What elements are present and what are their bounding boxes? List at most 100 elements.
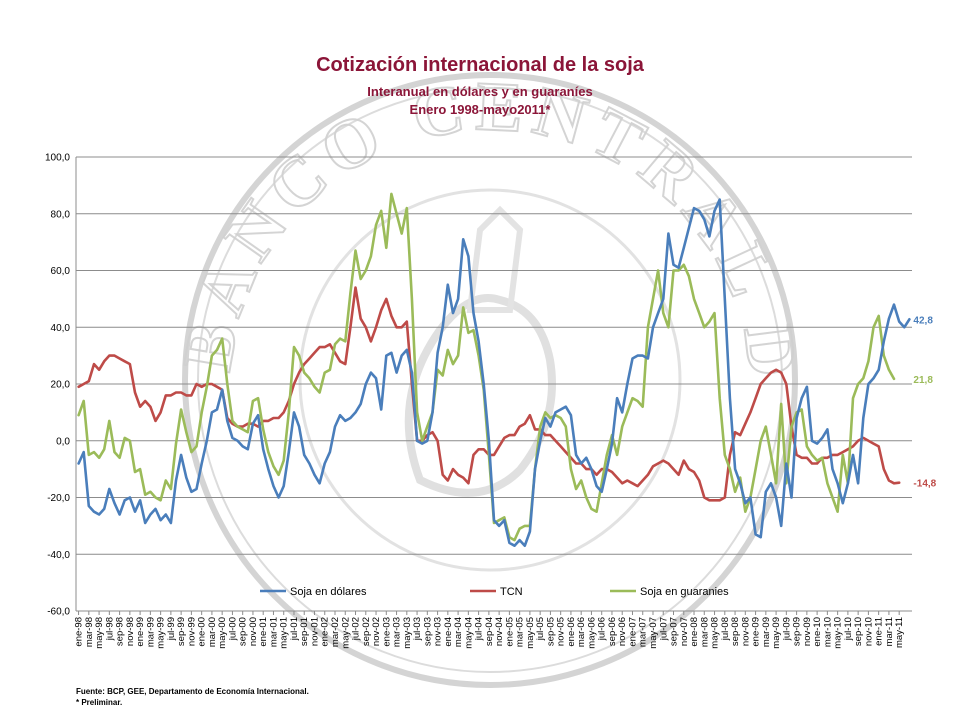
y-tick-label: 60,0 — [51, 266, 71, 277]
x-tick-label: ene-08 — [689, 617, 700, 647]
x-tick-label: ene-05 — [504, 617, 515, 647]
gridlines — [76, 156, 912, 612]
y-tick-label: -60,0 — [47, 607, 70, 618]
y-tick-label: 100,0 — [45, 153, 70, 164]
x-tick-label: ene-11 — [874, 617, 885, 646]
x-tick-label: may-10 — [833, 617, 844, 649]
x-tick-label: jul-04 — [474, 617, 485, 641]
x-tick-label: nov-98 — [125, 617, 136, 646]
x-tick-label: may-05 — [525, 617, 536, 649]
x-tick-label: jul-03 — [412, 617, 423, 641]
x-tick-label: sep-08 — [730, 617, 741, 646]
x-tick-label: jul-05 — [535, 617, 546, 641]
x-tick-label: may-11 — [894, 617, 905, 648]
legend-label-1: TCN — [500, 586, 523, 598]
x-tick-label: may-98 — [94, 617, 105, 649]
x-tick-label: nov-00 — [248, 617, 259, 646]
y-tick-label: -40,0 — [47, 550, 70, 561]
x-tick-label: may-08 — [710, 617, 721, 649]
x-tick-label: sep-04 — [484, 617, 495, 646]
end-labels: -14,8 21,8 42,8 — [913, 315, 936, 489]
x-tick-label: may-07 — [648, 617, 659, 649]
y-tick-label: 20,0 — [51, 380, 71, 391]
x-tick-label: ene-04 — [443, 617, 454, 647]
x-tick-label: sep-09 — [792, 617, 803, 646]
y-tick-label: 0,0 — [56, 436, 70, 447]
x-tick-label: jul-98 — [104, 617, 115, 641]
x-tick-label: ene-07 — [627, 617, 638, 647]
end-label-1: -14,8 — [913, 479, 936, 490]
x-tick-label: jul-10 — [843, 617, 854, 641]
x-tick-label: jul-06 — [597, 617, 608, 641]
x-tick-label: nov-01 — [309, 617, 320, 646]
x-tick-label: sep-03 — [422, 617, 433, 646]
x-tick-label: sep-00 — [238, 617, 249, 646]
x-tick-label: nov-05 — [556, 617, 567, 646]
x-tick-label: jul-01 — [289, 617, 300, 641]
source-note: Fuente: BCP, GEE, Departamento de Econom… — [76, 687, 309, 696]
x-tick-label: ene-02 — [320, 617, 331, 647]
x-tick-label: nov-09 — [802, 617, 813, 646]
x-tick-label: nov-06 — [617, 617, 628, 646]
x-tick-label: ene-99 — [135, 617, 146, 647]
x-tick-label: mar-07 — [638, 617, 649, 647]
x-tick-label: sep-02 — [361, 617, 372, 646]
x-tick-label: sep-06 — [607, 617, 618, 646]
x-tick-label: mar-06 — [576, 617, 587, 647]
x-tick-label: may-00 — [217, 617, 228, 649]
end-label-0: 42,8 — [913, 315, 933, 326]
x-tick-label: may-09 — [771, 617, 782, 649]
x-tick-label: mar-98 — [84, 617, 95, 647]
x-tick-label: jul-09 — [781, 617, 792, 641]
x-tick-label: jul-08 — [720, 617, 731, 641]
y-axis: 100,0 80,0 60,0 40,0 20,0 0,0 -20,0 -40,0 -60,0 — [45, 153, 77, 618]
x-tick-label: nov-02 — [371, 617, 382, 646]
legend-label-2: Soja en guaranies — [640, 586, 729, 598]
chart-period: Enero 1998-mayo2011* — [409, 102, 551, 117]
x-tick-label: mar-11 — [884, 617, 895, 646]
x-tick-label: mar-05 — [515, 617, 526, 647]
x-tick-label: nov-04 — [494, 617, 505, 646]
end-label-2: 21,8 — [913, 375, 933, 386]
x-tick-label: nov-99 — [186, 617, 197, 646]
preliminary-note: * Preliminar. — [76, 698, 123, 707]
x-axis: ene-98 mar-98 may-98 jul-98 sep-98 nov-98 ene-… — [74, 611, 905, 649]
y-tick-label: 40,0 — [51, 323, 71, 334]
x-tick-label: mar-99 — [145, 617, 156, 647]
x-tick-label: may-06 — [586, 617, 597, 649]
chart-subtitle: Interanual en dólares y en guaraníes — [367, 84, 593, 99]
x-tick-label: sep-99 — [176, 617, 187, 646]
series-lines — [77, 192, 911, 548]
x-tick-label: mar-09 — [761, 617, 772, 647]
x-tick-label: nov-10 — [863, 617, 874, 646]
y-tick-label: 80,0 — [51, 209, 71, 220]
series-line-0 — [77, 198, 911, 548]
x-tick-label: mar-10 — [822, 617, 833, 647]
x-tick-label: ene-06 — [566, 617, 577, 647]
x-tick-label: ene-09 — [751, 617, 762, 647]
x-tick-label: nov-07 — [679, 617, 690, 646]
x-tick-label: mar-03 — [392, 617, 403, 647]
y-tick-label: -20,0 — [47, 493, 70, 504]
x-tick-label: sep-07 — [669, 617, 680, 646]
x-tick-label: mar-00 — [207, 617, 218, 647]
x-tick-label: sep-05 — [545, 617, 556, 646]
x-tick-label: may-04 — [463, 617, 474, 649]
x-tick-label: ene-10 — [812, 617, 823, 647]
x-tick-label: sep-98 — [115, 617, 126, 646]
x-tick-label: may-03 — [402, 617, 413, 649]
x-tick-label: ene-03 — [381, 617, 392, 647]
x-tick-label: may-01 — [279, 617, 290, 649]
x-tick-label: jul-07 — [658, 617, 669, 641]
x-tick-label: sep-10 — [853, 617, 864, 646]
x-tick-label: may-02 — [340, 617, 351, 649]
x-tick-label: may-99 — [156, 617, 167, 649]
legend: Soja en dólares TCN Soja en guaranies — [260, 586, 729, 598]
chart-title: Cotización internacional de la soja — [316, 54, 644, 76]
x-tick-label: jul-99 — [166, 617, 177, 641]
x-tick-label: jul-02 — [351, 617, 362, 641]
x-tick-label: ene-00 — [197, 617, 208, 647]
x-tick-label: ene-98 — [74, 617, 85, 647]
x-tick-label: mar-04 — [453, 617, 464, 647]
